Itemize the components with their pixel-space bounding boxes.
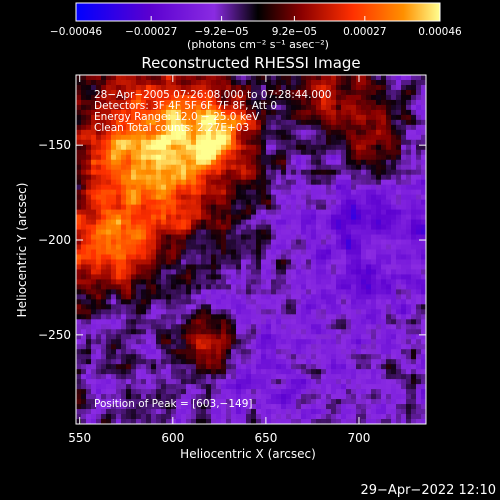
x-tick-label: 600 [161, 431, 184, 445]
colorbar-ticks: −0.00046 −0.00027 −9.2e−05 9.2e−05 0.00027 0.… [50, 16, 462, 38]
colorbar [75, 2, 441, 22]
annotation-time: 28−Apr−2005 07:26:08.000 to 07:28:44.000 [94, 89, 331, 101]
y-axis-label: Heliocentric Y (arcsec) [15, 183, 29, 318]
colorbar-tick-label: 0.00046 [418, 26, 462, 38]
colorbar-tick-label: 9.2e−05 [272, 26, 317, 38]
x-tick-label: 550 [68, 431, 91, 445]
annotation-counts: Clean Total counts: 2.27E+03 [94, 122, 249, 134]
x-tick-label: 650 [254, 431, 277, 445]
y-tick-label: −200 [38, 233, 71, 247]
colorbar-tick-label: −0.00027 [125, 26, 177, 38]
plot-frame [75, 74, 427, 425]
peak-position-label: Position of Peak = [603,−149] [94, 398, 253, 410]
colorbar-tick-label: −9.2e−05 [195, 26, 249, 38]
heatmap-image [76, 75, 426, 424]
annotation-energy: Energy Range: 12.0 − 25.0 keV [94, 111, 260, 123]
x-tick-label: 700 [348, 431, 371, 445]
annotation-detectors: Detectors: 3F 4F 5F 6F 7F 8F, Att 0 [94, 100, 277, 112]
info-annotations: 28−Apr−2005 07:26:08.000 to 07:28:44.000… [94, 89, 331, 134]
colorbar-unit-label: (photons cm⁻² s⁻¹ asec⁻²) [187, 38, 329, 51]
colorbar-tick-label: −0.00046 [50, 26, 103, 38]
y-tick-label: −250 [38, 328, 71, 342]
axis-ticks: 550 600 650 700 −150 −200 −250 [38, 75, 426, 445]
colorbar-tick-label: 0.00027 [343, 26, 386, 38]
chart-title: Reconstructed RHESSI Image [141, 54, 360, 72]
x-axis-label: Heliocentric X (arcsec) [180, 447, 316, 461]
y-tick-label: −150 [38, 138, 71, 152]
timestamp: 29−Apr−2022 12:10 [361, 483, 497, 498]
